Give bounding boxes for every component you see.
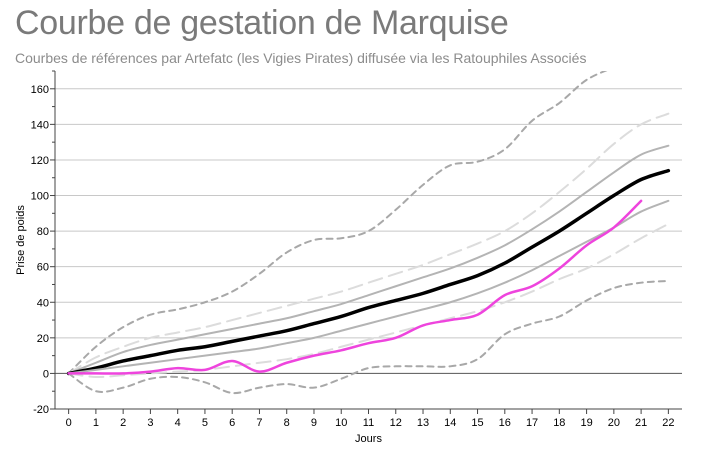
x-tick-label-6: 6	[229, 417, 235, 429]
y-tick-label-60: 60	[37, 262, 49, 274]
x-tick-label-20: 20	[608, 417, 620, 429]
series-line-inner-2	[67, 144, 670, 375]
y-tick-label-100: 100	[31, 191, 49, 203]
x-tick-label-21: 21	[635, 417, 647, 429]
y-tick-label--20: -20	[33, 404, 49, 416]
y-tick-label-0: 0	[43, 368, 49, 380]
y-tick-label-80: 80	[37, 226, 49, 238]
series-line-outer-6	[67, 279, 670, 395]
x-tick-label-15: 15	[471, 417, 483, 429]
series-line-outer-0	[67, 71, 608, 375]
x-tick-label-2: 2	[120, 417, 126, 429]
x-tick-label-4: 4	[175, 417, 181, 429]
x-tick-label-0: 0	[66, 417, 72, 429]
y-tick-label-40: 40	[37, 297, 49, 309]
series-line-inner-4	[67, 199, 670, 375]
series-group	[66, 71, 671, 395]
y-axis-title: Prise de poids	[15, 205, 27, 275]
x-tick-label-19: 19	[580, 417, 592, 429]
x-tick-label-10: 10	[335, 417, 347, 429]
x-tick-label-17: 17	[526, 417, 538, 429]
x-tick-label-7: 7	[256, 417, 262, 429]
series-line-marquise-7	[67, 199, 643, 375]
x-tick-label-5: 5	[202, 417, 208, 429]
series-line-middle-1	[67, 112, 670, 375]
x-tick-label-18: 18	[553, 417, 565, 429]
chart-title: Courbe de gestation de Marquise	[15, 4, 509, 42]
x-tick-label-14: 14	[444, 417, 456, 429]
x-tick-label-1: 1	[93, 417, 99, 429]
x-tick-label-3: 3	[147, 417, 153, 429]
chart-subtitle: Courbes de références par Artefatc (les …	[15, 50, 587, 66]
x-tick-label-16: 16	[499, 417, 511, 429]
y-tick-label-160: 160	[31, 84, 49, 96]
y-tick-label-20: 20	[37, 333, 49, 345]
x-tick-label-11: 11	[363, 417, 374, 429]
x-axis-title: Jours	[355, 433, 382, 445]
y-tick-label-120: 120	[31, 155, 49, 167]
y-tick-label-140: 140	[31, 119, 49, 131]
x-tick-label-12: 12	[390, 417, 402, 429]
series-line-middle-5	[67, 222, 670, 379]
series-line-median-3	[66, 168, 671, 376]
x-tick-label-22: 22	[662, 417, 674, 429]
x-tick-label-8: 8	[284, 417, 290, 429]
x-tick-label-13: 13	[417, 417, 429, 429]
x-tick-label-9: 9	[311, 417, 317, 429]
